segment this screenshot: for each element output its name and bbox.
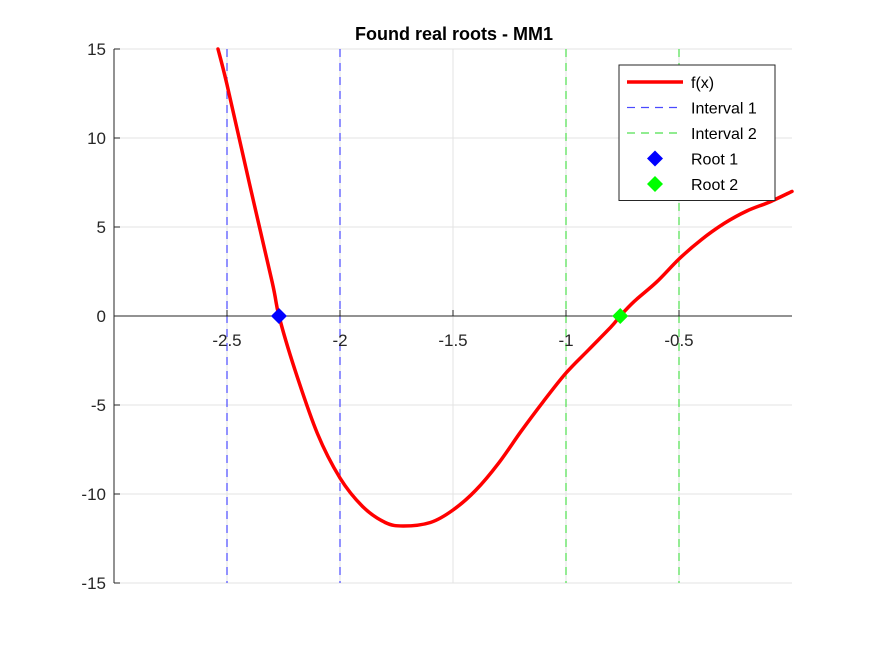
- x-tick-label: -2: [332, 331, 347, 350]
- y-tick-label: 15: [87, 40, 106, 59]
- root-2-marker: [612, 308, 629, 324]
- axes: [113, 48, 792, 584]
- legend-interval-2-label: Interval 2: [691, 126, 757, 143]
- legend-interval-1-label: Interval 1: [691, 101, 757, 118]
- x-tick-label: -2.5: [212, 331, 241, 350]
- y-tick-label: 5: [97, 218, 106, 237]
- legend-root-2-label: Root 2: [691, 177, 738, 194]
- y-tick-label: -15: [81, 574, 106, 593]
- x-tick-label: -0.5: [664, 331, 693, 350]
- y-tick-label: 0: [97, 307, 106, 326]
- x-tick-label: -1.5: [438, 331, 467, 350]
- y-tick-label: -5: [91, 396, 106, 415]
- legend-root-2-swatch: [647, 176, 663, 192]
- legend-root-1-swatch: [647, 150, 663, 167]
- root-markers: [270, 308, 629, 324]
- tick-labels: 15 10 5 0 -5 -10 -15 -2.5 -2 -1.5 -1 -0.5: [81, 40, 693, 593]
- legend-f-x-label: f(x): [691, 75, 714, 92]
- y-tick-label: -10: [81, 485, 106, 504]
- y-tick-label: 10: [87, 129, 106, 148]
- x-tick-label: -1: [558, 331, 573, 350]
- legend-root-1-label: Root 1: [691, 152, 738, 169]
- legend: f(x) Interval 1 Interval 2 Root 1 Root 2: [618, 64, 776, 201]
- chart-title: Found real roots - MM1: [355, 24, 553, 44]
- root-1-marker: [270, 308, 287, 324]
